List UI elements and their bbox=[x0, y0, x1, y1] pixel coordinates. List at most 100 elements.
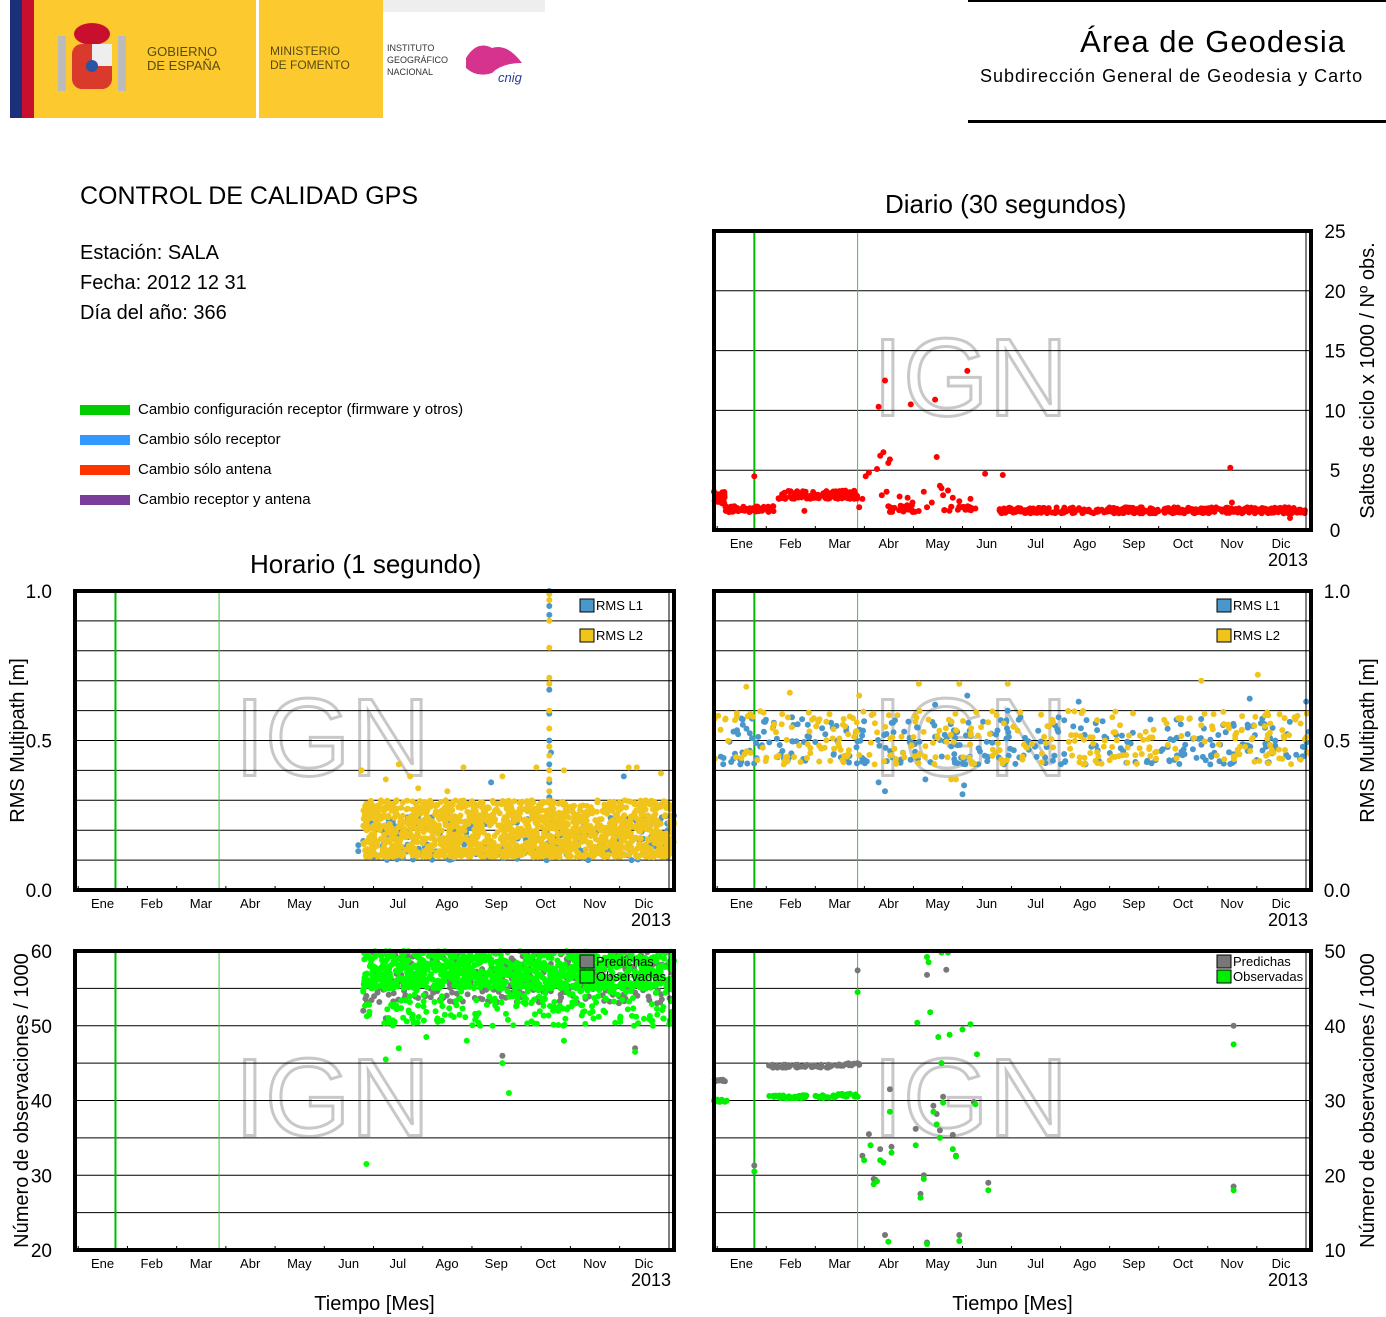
data-point bbox=[871, 720, 878, 727]
data-point bbox=[1153, 755, 1159, 762]
data-point bbox=[363, 1161, 370, 1167]
data-point bbox=[938, 485, 945, 492]
data-point bbox=[530, 854, 537, 861]
data-point bbox=[558, 824, 565, 831]
data-point bbox=[830, 750, 837, 757]
data-point bbox=[476, 957, 483, 963]
data-point bbox=[510, 975, 517, 982]
data-point bbox=[604, 853, 611, 860]
data-point bbox=[633, 955, 640, 962]
data-point bbox=[501, 971, 508, 978]
data-point bbox=[1242, 743, 1249, 750]
data-point bbox=[893, 760, 900, 767]
data-point bbox=[440, 814, 447, 821]
data-point bbox=[781, 494, 788, 501]
data-point bbox=[938, 753, 945, 760]
data-point bbox=[645, 960, 652, 967]
data-point bbox=[551, 1004, 558, 1011]
cnig-logo-icon: cnig bbox=[462, 38, 532, 88]
data-point bbox=[436, 816, 443, 822]
data-point bbox=[445, 959, 452, 966]
data-point bbox=[537, 844, 544, 851]
data-point bbox=[368, 980, 375, 987]
x-tick-label: Sep bbox=[485, 896, 508, 911]
data-point bbox=[546, 776, 553, 783]
data-point bbox=[572, 995, 579, 1002]
data-point bbox=[556, 978, 563, 985]
data-point bbox=[1244, 724, 1251, 731]
data-point bbox=[874, 729, 881, 736]
x-tick-label: Feb bbox=[141, 1256, 163, 1271]
data-point bbox=[645, 993, 652, 1000]
data-point bbox=[952, 710, 959, 717]
data-point bbox=[801, 490, 808, 497]
data-point bbox=[1207, 761, 1214, 768]
data-point bbox=[1178, 748, 1185, 755]
data-point bbox=[1041, 733, 1048, 740]
data-point bbox=[512, 988, 519, 995]
data-point bbox=[415, 1014, 422, 1020]
data-point bbox=[455, 804, 462, 811]
legend-label: Cambio receptor y antena bbox=[138, 491, 311, 508]
data-point bbox=[469, 833, 476, 840]
data-point bbox=[1301, 736, 1308, 743]
data-point bbox=[374, 812, 381, 819]
data-point bbox=[821, 744, 828, 751]
data-point bbox=[1283, 751, 1290, 758]
data-point bbox=[981, 752, 988, 759]
data-point bbox=[759, 744, 766, 751]
data-point bbox=[889, 734, 896, 741]
ign-watermark: IGN bbox=[235, 1037, 431, 1160]
x-tick-label: Abr bbox=[878, 536, 899, 551]
data-point bbox=[967, 741, 974, 748]
data-point bbox=[760, 728, 767, 735]
data-point bbox=[960, 718, 966, 724]
year-label: 2013 bbox=[631, 910, 671, 930]
data-point bbox=[385, 991, 392, 998]
x-tick-label: Nov bbox=[583, 896, 607, 911]
data-point bbox=[621, 797, 628, 804]
data-point bbox=[1147, 753, 1154, 759]
data-point bbox=[941, 507, 948, 513]
data-point bbox=[595, 823, 601, 830]
data-point bbox=[956, 742, 963, 748]
data-point bbox=[915, 680, 922, 687]
area-header: Área de Geodesia Subdirección General de… bbox=[968, 0, 1386, 123]
data-point bbox=[633, 852, 640, 859]
data-point bbox=[871, 761, 878, 768]
data-point bbox=[388, 982, 395, 989]
data-point bbox=[1048, 736, 1055, 743]
data-point bbox=[416, 818, 422, 825]
data-point bbox=[382, 1056, 389, 1063]
data-point bbox=[751, 1162, 758, 1169]
data-point bbox=[824, 491, 831, 498]
data-point bbox=[546, 825, 553, 832]
data-point bbox=[450, 1014, 457, 1020]
data-point bbox=[488, 779, 495, 786]
data-point bbox=[1232, 753, 1238, 760]
ign-watermark: IGN bbox=[873, 677, 1069, 800]
data-point bbox=[985, 719, 992, 726]
data-point bbox=[1267, 741, 1274, 748]
data-point bbox=[980, 718, 987, 725]
data-point bbox=[948, 776, 955, 783]
data-point bbox=[1279, 727, 1286, 734]
data-point bbox=[648, 955, 655, 961]
data-point bbox=[1200, 507, 1207, 513]
data-point bbox=[572, 1000, 579, 1007]
series-rms-l2 bbox=[358, 591, 677, 861]
data-point bbox=[1017, 714, 1024, 721]
data-point bbox=[842, 723, 848, 730]
data-point bbox=[513, 842, 520, 849]
data-point bbox=[925, 716, 932, 723]
data-point bbox=[775, 495, 782, 502]
data-point bbox=[835, 740, 842, 747]
data-point bbox=[1265, 712, 1272, 719]
data-point bbox=[652, 833, 659, 840]
data-point bbox=[620, 814, 627, 820]
data-point bbox=[1184, 731, 1191, 738]
data-point bbox=[439, 1003, 446, 1010]
data-point bbox=[1133, 760, 1140, 767]
data-point bbox=[424, 984, 430, 991]
data-point bbox=[505, 959, 512, 966]
